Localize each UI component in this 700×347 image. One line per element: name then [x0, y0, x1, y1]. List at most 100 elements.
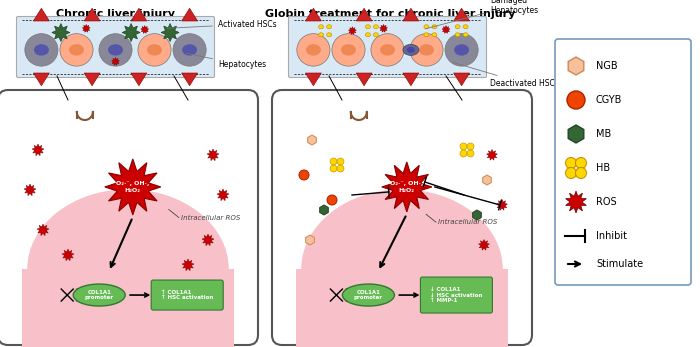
Ellipse shape	[173, 34, 206, 66]
Ellipse shape	[327, 33, 332, 37]
Ellipse shape	[454, 44, 469, 56]
Circle shape	[460, 143, 467, 150]
Polygon shape	[84, 73, 100, 86]
Polygon shape	[306, 235, 314, 245]
Polygon shape	[84, 8, 100, 21]
Text: HB: HB	[596, 163, 610, 173]
Text: Stimulate: Stimulate	[596, 259, 643, 269]
Polygon shape	[349, 27, 356, 34]
Text: ROS: ROS	[596, 197, 617, 207]
Ellipse shape	[424, 33, 429, 37]
Ellipse shape	[74, 284, 125, 306]
Ellipse shape	[380, 44, 395, 56]
Polygon shape	[111, 58, 120, 65]
Polygon shape	[496, 200, 507, 210]
Polygon shape	[217, 189, 229, 201]
Polygon shape	[308, 135, 316, 145]
Ellipse shape	[25, 34, 58, 66]
Text: O₂·⁻, OH·,
H₂O₂: O₂·⁻, OH·, H₂O₂	[390, 181, 424, 193]
Polygon shape	[141, 26, 148, 33]
Polygon shape	[34, 8, 50, 21]
Ellipse shape	[306, 44, 321, 56]
Ellipse shape	[445, 34, 478, 66]
Ellipse shape	[332, 34, 365, 66]
Text: Deactivated HSCs: Deactivated HSCs	[453, 62, 559, 88]
Polygon shape	[568, 125, 584, 143]
Polygon shape	[320, 205, 328, 215]
Ellipse shape	[432, 33, 437, 37]
FancyBboxPatch shape	[421, 277, 492, 313]
Ellipse shape	[342, 284, 394, 306]
Ellipse shape	[373, 25, 379, 29]
Polygon shape	[483, 175, 491, 185]
Polygon shape	[403, 8, 419, 21]
Ellipse shape	[318, 33, 323, 37]
Bar	[22, 269, 234, 347]
Ellipse shape	[424, 25, 429, 29]
Ellipse shape	[297, 34, 330, 66]
Text: Inhibit: Inhibit	[596, 231, 627, 241]
Polygon shape	[479, 239, 489, 250]
Ellipse shape	[301, 189, 503, 347]
FancyBboxPatch shape	[0, 90, 258, 345]
Circle shape	[566, 168, 577, 178]
Circle shape	[575, 168, 587, 178]
Circle shape	[337, 158, 344, 165]
Circle shape	[330, 165, 337, 172]
Polygon shape	[454, 8, 470, 21]
Ellipse shape	[371, 34, 404, 66]
Ellipse shape	[373, 33, 379, 37]
Text: ↓ COL1A1
↓ HSC activation
↑ MMP-1: ↓ COL1A1 ↓ HSC activation ↑ MMP-1	[430, 287, 482, 303]
Circle shape	[566, 158, 577, 169]
Polygon shape	[442, 26, 450, 33]
Polygon shape	[202, 234, 214, 246]
Polygon shape	[24, 184, 36, 196]
FancyBboxPatch shape	[272, 90, 532, 345]
Circle shape	[460, 150, 467, 157]
Circle shape	[299, 170, 309, 180]
Ellipse shape	[99, 34, 132, 66]
Polygon shape	[486, 150, 498, 160]
Text: MB: MB	[596, 129, 611, 139]
Ellipse shape	[34, 44, 49, 56]
Polygon shape	[105, 159, 161, 215]
Ellipse shape	[403, 44, 419, 56]
Ellipse shape	[455, 25, 460, 29]
Bar	[296, 269, 508, 347]
Polygon shape	[356, 8, 372, 21]
Ellipse shape	[341, 44, 356, 56]
Circle shape	[330, 158, 337, 165]
Circle shape	[575, 158, 587, 169]
Text: NGB: NGB	[596, 61, 617, 71]
Polygon shape	[131, 8, 147, 21]
Text: Chronic liver injury: Chronic liver injury	[55, 9, 174, 19]
Polygon shape	[568, 57, 584, 75]
Polygon shape	[122, 24, 140, 42]
Polygon shape	[305, 8, 321, 21]
Ellipse shape	[60, 34, 93, 66]
Circle shape	[567, 91, 585, 109]
Polygon shape	[207, 149, 219, 161]
Polygon shape	[181, 8, 197, 21]
Circle shape	[327, 195, 337, 205]
Ellipse shape	[410, 34, 443, 66]
Text: ↑ COL1A1
↑ HSC activation: ↑ COL1A1 ↑ HSC activation	[161, 290, 214, 301]
Polygon shape	[182, 259, 194, 271]
FancyBboxPatch shape	[555, 39, 691, 285]
Text: Intracellular ROS: Intracellular ROS	[181, 214, 240, 220]
Text: Hepatocytes: Hepatocytes	[186, 53, 266, 69]
Text: Damaged
Hepatocytes: Damaged Hepatocytes	[426, 0, 538, 29]
Ellipse shape	[327, 25, 332, 29]
Ellipse shape	[318, 25, 323, 29]
Ellipse shape	[463, 25, 468, 29]
FancyBboxPatch shape	[17, 17, 214, 77]
Ellipse shape	[138, 34, 171, 66]
Polygon shape	[32, 144, 44, 156]
Polygon shape	[305, 73, 321, 86]
Ellipse shape	[407, 47, 415, 53]
Ellipse shape	[108, 44, 123, 56]
Polygon shape	[83, 24, 90, 32]
Polygon shape	[379, 24, 388, 32]
Polygon shape	[131, 73, 147, 86]
FancyBboxPatch shape	[288, 17, 486, 77]
